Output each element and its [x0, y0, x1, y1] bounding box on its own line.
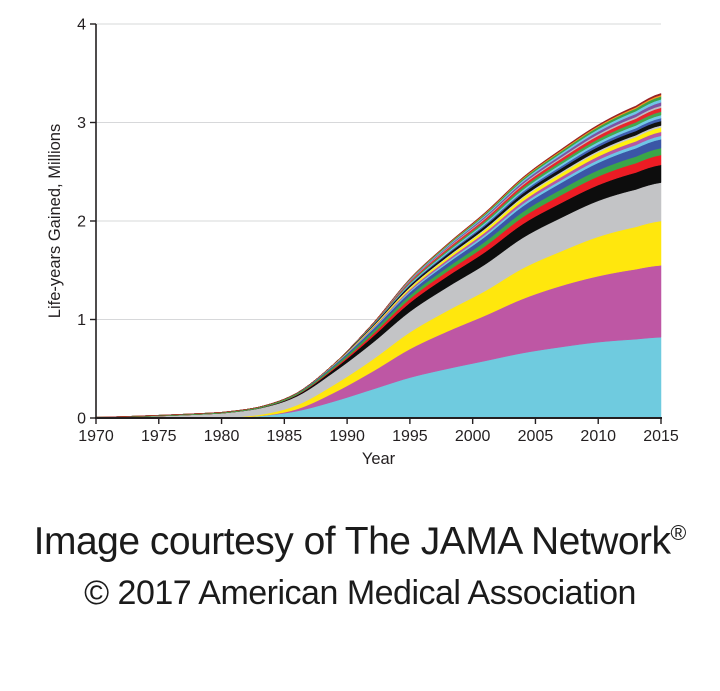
y-tick-label-1: 1: [77, 312, 86, 329]
x-axis-title: Year: [362, 450, 396, 468]
caption-line-1: Image courtesy of The JAMA Network®: [0, 520, 720, 565]
x-tick-label-2015: 2015: [643, 428, 679, 445]
y-tick-label-2: 2: [77, 214, 86, 231]
area-band-23-maroon: [95, 93, 662, 418]
x-tick-label-1990: 1990: [329, 428, 365, 445]
image-caption: Image courtesy of The JAMA Network® © 20…: [0, 520, 720, 613]
stacked-area-chart: 0 1 2 3 4 1970 1975 1980 1985 1990 1995 2000 2005 201…: [46, 17, 679, 469]
y-tick-label-4: 4: [77, 17, 86, 34]
caption-line-2: © 2017 American Medical Association: [84, 573, 636, 612]
caption-line1-text: Image courtesy of The JAMA Network: [33, 520, 671, 563]
x-tick-label-1975: 1975: [141, 428, 177, 445]
y-tick-label-0: 0: [77, 411, 86, 428]
x-tick-label-1980: 1980: [204, 428, 240, 445]
x-tick-label-2010: 2010: [580, 428, 616, 445]
x-tick-label-1995: 1995: [392, 428, 428, 445]
x-tick-label-2005: 2005: [518, 428, 554, 445]
chart-area: 0 1 2 3 4 1970 1975 1980 1985 1990 1995 2000 2005 201…: [46, 17, 679, 469]
y-tick-label-3: 3: [77, 115, 86, 132]
x-tick-label-2000: 2000: [455, 428, 491, 445]
x-tick-label-1970: 1970: [78, 428, 114, 445]
registered-trademark-symbol: ®: [670, 521, 687, 545]
x-tick-label-1985: 1985: [267, 428, 303, 445]
y-axis-title: Life-years Gained, Millions: [46, 124, 64, 318]
